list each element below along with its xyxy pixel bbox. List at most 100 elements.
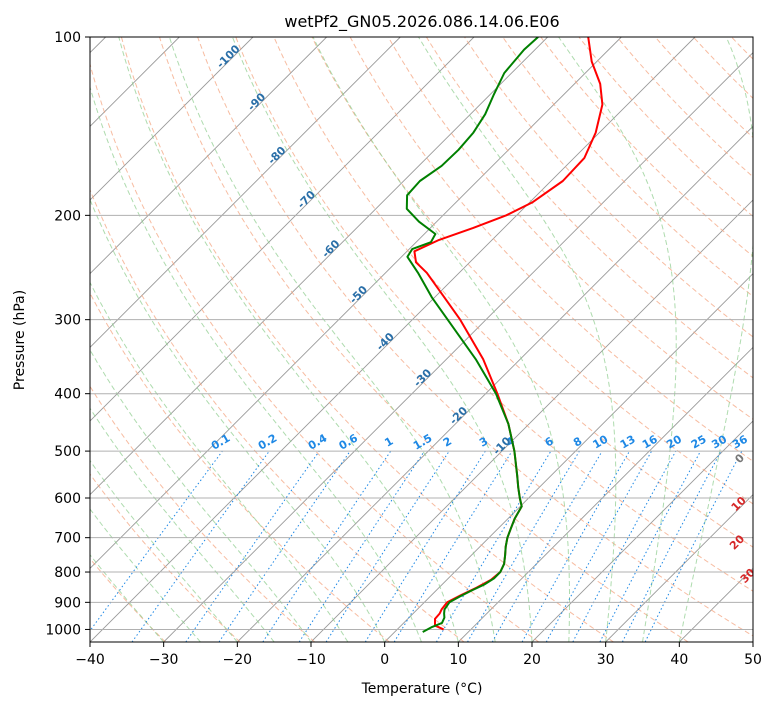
dry-adiabat-line bbox=[349, 37, 753, 462]
y-tick-label: 600 bbox=[54, 491, 81, 507]
y-tick-label: 700 bbox=[54, 531, 81, 547]
isotherm-line bbox=[90, 37, 401, 348]
y-tick-label: 1000 bbox=[45, 622, 81, 638]
dry-adiabat-line bbox=[90, 188, 465, 642]
x-axis-label: Temperature (°C) bbox=[361, 681, 483, 697]
mixing-ratio-label: 25 bbox=[689, 433, 709, 452]
dry-adiabat-line bbox=[425, 37, 753, 379]
moist-adiabat-line bbox=[90, 281, 349, 642]
x-tick-label: 40 bbox=[670, 652, 688, 668]
wetbulb-label: 20 bbox=[727, 532, 747, 552]
mixing-ratio-line bbox=[491, 450, 603, 642]
moist-adiabat-line bbox=[558, 37, 677, 642]
dewpoint-series-line bbox=[405, 37, 539, 633]
isotherm-label: -50 bbox=[347, 283, 370, 306]
x-tick-label: −20 bbox=[223, 652, 253, 668]
wetbulb-label: 0 bbox=[732, 451, 747, 466]
pressure-gridlines bbox=[90, 37, 753, 630]
mixing-ratio-label: 20 bbox=[664, 432, 684, 451]
mixing-ratio-line bbox=[467, 450, 580, 642]
mixing-ratio-label: 0.1 bbox=[209, 432, 232, 453]
isotherm-label: -60 bbox=[319, 237, 342, 260]
y-tick-label: 500 bbox=[54, 444, 81, 460]
isotherm-label: -30 bbox=[411, 366, 434, 389]
moist-adiabat-line bbox=[90, 554, 165, 642]
mixing-ratio-label: 1.5 bbox=[411, 432, 434, 453]
mixing-ratio-label: 0.2 bbox=[256, 432, 279, 453]
isotherm-line bbox=[90, 37, 622, 569]
dry-adiabat-line bbox=[90, 385, 316, 642]
dry-adiabat-line bbox=[273, 37, 753, 548]
dry-adiabat-line bbox=[90, 292, 390, 642]
x-tick-label: 30 bbox=[597, 652, 615, 668]
isotherm-label: -70 bbox=[295, 188, 318, 211]
moist-adiabat-line bbox=[90, 508, 201, 642]
dry-adiabat-line bbox=[464, 37, 753, 338]
dry-adiabat-line bbox=[387, 37, 753, 420]
mixing-ratio-label: 16 bbox=[640, 432, 660, 451]
x-axis-ticks: −40 −30 −20 −10 0 10 20 30 40 50 bbox=[75, 642, 762, 668]
dry-adiabat-line bbox=[235, 37, 753, 592]
moist-adiabat-line bbox=[90, 85, 422, 642]
moist-adiabat-line bbox=[312, 37, 570, 642]
profile-series bbox=[405, 37, 604, 633]
wetbulb-label: 40 bbox=[750, 598, 770, 618]
moist-adiabat-line bbox=[118, 37, 459, 642]
moist-adiabat-line bbox=[678, 37, 753, 642]
y-tick-label: 900 bbox=[54, 595, 81, 611]
mixing-ratio-line bbox=[572, 450, 677, 642]
y-tick-label: 400 bbox=[54, 387, 81, 403]
plot-area: 0.1 0.2 0.4 0.6 1 1.5 2 3 4 6 8 10 13 16 20 25 30 36-100-… bbox=[90, 37, 775, 642]
mixing-ratio-line bbox=[90, 450, 223, 632]
x-tick-label: −40 bbox=[75, 652, 105, 668]
dry-adiabat-line bbox=[311, 37, 753, 505]
isotherm-line bbox=[605, 494, 753, 642]
mixing-ratio-label: 13 bbox=[618, 433, 638, 452]
y-tick-label: 800 bbox=[54, 565, 81, 581]
isotherm-line bbox=[679, 567, 753, 642]
dry-adiabat-lines bbox=[90, 37, 775, 642]
mixing-ratio-line bbox=[521, 450, 630, 642]
mixing-ratio-line bbox=[393, 450, 513, 642]
dry-adiabat-line bbox=[159, 37, 689, 642]
moist-adiabat-line bbox=[90, 198, 386, 642]
isotherm-line bbox=[90, 37, 254, 201]
temperature-series-line bbox=[413, 37, 604, 631]
isotherm-label: -90 bbox=[245, 90, 268, 113]
mixing-ratio-label: 2 bbox=[441, 435, 454, 450]
y-axis-label: Pressure (hPa) bbox=[12, 290, 28, 390]
y-tick-label: 300 bbox=[54, 313, 81, 329]
dry-adiabat-line bbox=[120, 37, 614, 642]
mixing-ratio-line bbox=[185, 450, 320, 642]
isotherm-line bbox=[90, 37, 327, 275]
chart-title: wetPf2_GN05.2026.086.14.06.E06 bbox=[284, 12, 559, 32]
mixing-ratio-line bbox=[131, 450, 270, 642]
mixing-ratio-line bbox=[325, 450, 450, 642]
mixing-ratio-label: 1 bbox=[382, 435, 395, 450]
x-tick-label: −10 bbox=[296, 652, 326, 668]
y-tick-label: 200 bbox=[54, 208, 81, 224]
moist-adiabat-line bbox=[90, 459, 238, 642]
moist-adiabat-line bbox=[90, 407, 275, 642]
y-axis-ticks: 1000 900 800 700 600 500 400 300 200 100 bbox=[45, 30, 90, 638]
mixing-ratio-label: 0.4 bbox=[306, 431, 330, 452]
isotherm-line bbox=[752, 641, 753, 642]
x-tick-label: 20 bbox=[523, 652, 541, 668]
mixing-ratio-line bbox=[364, 450, 486, 642]
mixing-ratio-lines bbox=[90, 450, 743, 642]
wetbulb-label: 10 bbox=[729, 494, 749, 514]
dry-adiabat-line bbox=[770, 37, 775, 642]
x-tick-label: 50 bbox=[744, 652, 762, 668]
isotherm-line bbox=[90, 37, 475, 422]
mixing-ratio-label: 8 bbox=[571, 435, 584, 450]
mixing-ratio-label: 30 bbox=[709, 432, 729, 451]
mixing-ratio-line bbox=[218, 450, 351, 642]
y-tick-label: 100 bbox=[54, 30, 81, 46]
isotherm-line bbox=[531, 420, 753, 642]
dry-adiabat-line bbox=[578, 37, 753, 218]
line-labels: 0.1 0.2 0.4 0.6 1 1.5 2 3 4 6 8 10 13 16 20 25 30 36-100-… bbox=[209, 42, 770, 618]
isotherm-line bbox=[310, 199, 753, 642]
moist-adiabat-line bbox=[168, 37, 496, 642]
mixing-ratio-line bbox=[435, 450, 552, 642]
